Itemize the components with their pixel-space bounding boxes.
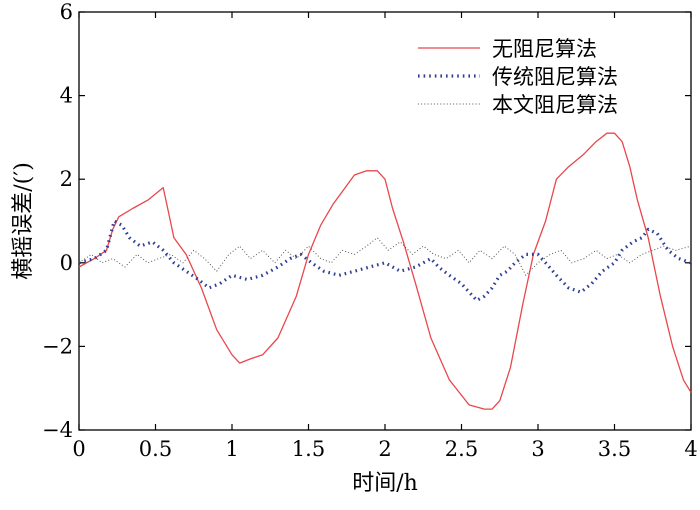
y-tick-label: 0 bbox=[60, 251, 73, 275]
legend-label-1: 无阻尼算法 bbox=[492, 37, 597, 61]
x-tick-label: 0.5 bbox=[139, 437, 172, 461]
x-tick-label: 1 bbox=[225, 437, 238, 461]
x-axis-label: 时间/h bbox=[352, 471, 418, 496]
y-tick-label: −4 bbox=[42, 418, 73, 442]
x-tick-label: 2 bbox=[378, 437, 391, 461]
y-tick-label: 6 bbox=[60, 0, 73, 24]
axis-ticks: 0 0.5 1 1.5 2 2.5 3 3.5 4 −4 −2 0 2 4 6 bbox=[42, 0, 698, 461]
x-tick-label: 4 bbox=[684, 437, 697, 461]
y-tick-label: 4 bbox=[60, 84, 73, 108]
y-axis-label: 横摇误差/(′) bbox=[11, 162, 36, 280]
plot-frame bbox=[78, 11, 692, 431]
x-tick-label: 1.5 bbox=[292, 437, 325, 461]
y-tick-label: −2 bbox=[42, 334, 73, 358]
x-tick-label: 0 bbox=[72, 437, 85, 461]
x-tick-label: 3 bbox=[531, 437, 544, 461]
series-layer bbox=[78, 132, 692, 410]
legend-label-3: 本文阻尼算法 bbox=[492, 93, 618, 117]
x-tick-label: 2.5 bbox=[445, 437, 478, 461]
y-tick-label: 2 bbox=[60, 167, 73, 191]
series-line-1 bbox=[78, 132, 692, 410]
x-tick-label: 3.5 bbox=[598, 437, 631, 461]
legend-label-2: 传统阻尼算法 bbox=[492, 65, 618, 89]
